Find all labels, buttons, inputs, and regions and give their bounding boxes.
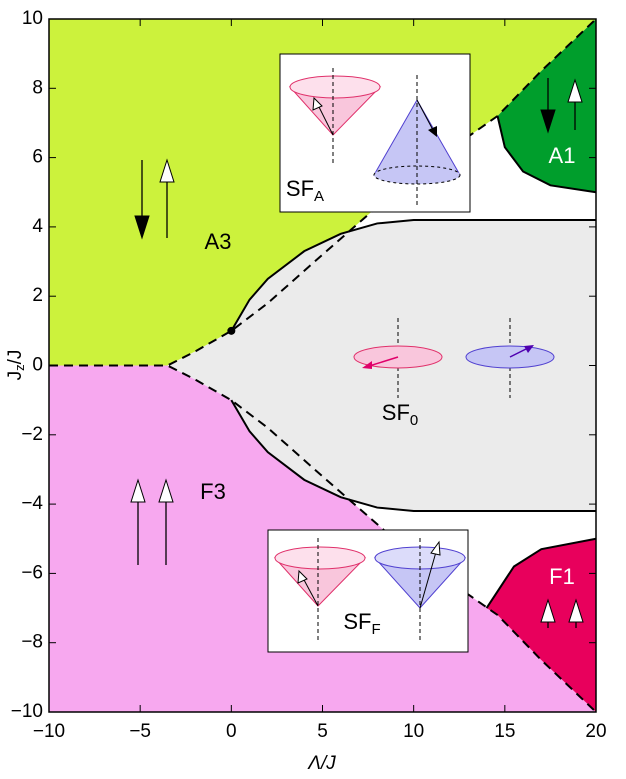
critical-point: [227, 326, 236, 335]
spin-arrow-head: [158, 478, 174, 503]
phase-label-text: F3: [200, 479, 226, 504]
y-tick-label: 0: [32, 355, 43, 376]
x-axis-label: Λ/J: [307, 753, 336, 774]
spin-head: [362, 361, 372, 369]
phase-label: SF0: [382, 400, 418, 429]
boundaries: [49, 18, 597, 713]
inset-label-sub: A: [314, 188, 324, 205]
phase-label: F3: [200, 479, 226, 504]
y-tick-label: 2: [32, 285, 43, 306]
spin-arrow-head: [540, 109, 556, 134]
cone-rim: [274, 546, 366, 570]
phase-boundary: [230, 399, 596, 513]
x-tick-label: −10: [33, 721, 65, 742]
spin-head: [297, 569, 308, 584]
y-tick-label: 6: [32, 147, 43, 168]
inset-label-sub: F: [371, 621, 380, 638]
y-axis-label: Jz/J: [5, 350, 27, 381]
spin-arrow-head: [134, 215, 150, 240]
cone-rim: [374, 546, 466, 570]
inset-label: SFA: [286, 176, 324, 205]
x-tick-label: 20: [585, 721, 606, 742]
y-tick-label: −8: [21, 632, 43, 653]
axes: −10 −5 0 5 10 15 20 −10 −8 −6 −4 −2 0 2 4 6 8 10: [11, 8, 607, 742]
y-tick-label: −2: [21, 424, 43, 445]
y-tick-label: −10: [11, 701, 43, 722]
y-tick-label: 8: [32, 77, 43, 98]
x-tick-label: −5: [129, 721, 151, 742]
inset-label-text: SF: [286, 176, 314, 201]
phase-label-sub: 0: [410, 412, 418, 429]
y-tick-label: 10: [22, 8, 43, 29]
phase-boundary: [49, 18, 597, 367]
spin: [317, 104, 334, 136]
spin: [416, 99, 434, 131]
spin-arrow-head: [567, 78, 583, 103]
phase-boundary: [49, 364, 597, 713]
spin-arrow-head: [540, 598, 556, 623]
spin-arrow-head: [130, 478, 146, 503]
phase-region: [497, 19, 596, 193]
spin-head: [430, 540, 441, 556]
phase-label: A1: [549, 143, 576, 168]
y-label-sub: z: [12, 364, 27, 371]
inset-label: SFF: [343, 609, 380, 638]
spin: [419, 551, 437, 609]
y-label-part: J: [5, 371, 26, 381]
phase-region: [486, 538, 596, 712]
phase-label-text: A1: [549, 143, 576, 168]
inset-label-text: SF: [343, 609, 371, 634]
spin-head: [428, 126, 437, 137]
y-label-part: /J: [5, 350, 26, 365]
spin-head: [524, 345, 534, 353]
cone-rim: [289, 75, 381, 99]
y-tick-label: −4: [21, 493, 43, 514]
phase-boundary: [230, 218, 596, 332]
phase-label: A3: [205, 229, 232, 254]
phase-label-text: SF: [382, 400, 410, 425]
y-tick-label: 4: [32, 216, 43, 237]
x-tick-label: 15: [494, 721, 515, 742]
x-tick-label: 5: [317, 721, 328, 742]
phase-label: F1: [549, 564, 575, 589]
spin-head: [312, 96, 323, 111]
x-tick-label: 10: [403, 721, 424, 742]
spin-arrow-head: [568, 598, 584, 623]
phase-boundary: [496, 115, 597, 194]
phase-label-text: A3: [205, 229, 232, 254]
y-tick-label: −6: [21, 562, 43, 583]
phase-label-text: F1: [549, 564, 575, 589]
spin: [302, 577, 319, 607]
x-tick-label: 0: [226, 721, 237, 742]
phase-boundary: [485, 537, 597, 609]
spin-arrow-head: [159, 158, 175, 183]
